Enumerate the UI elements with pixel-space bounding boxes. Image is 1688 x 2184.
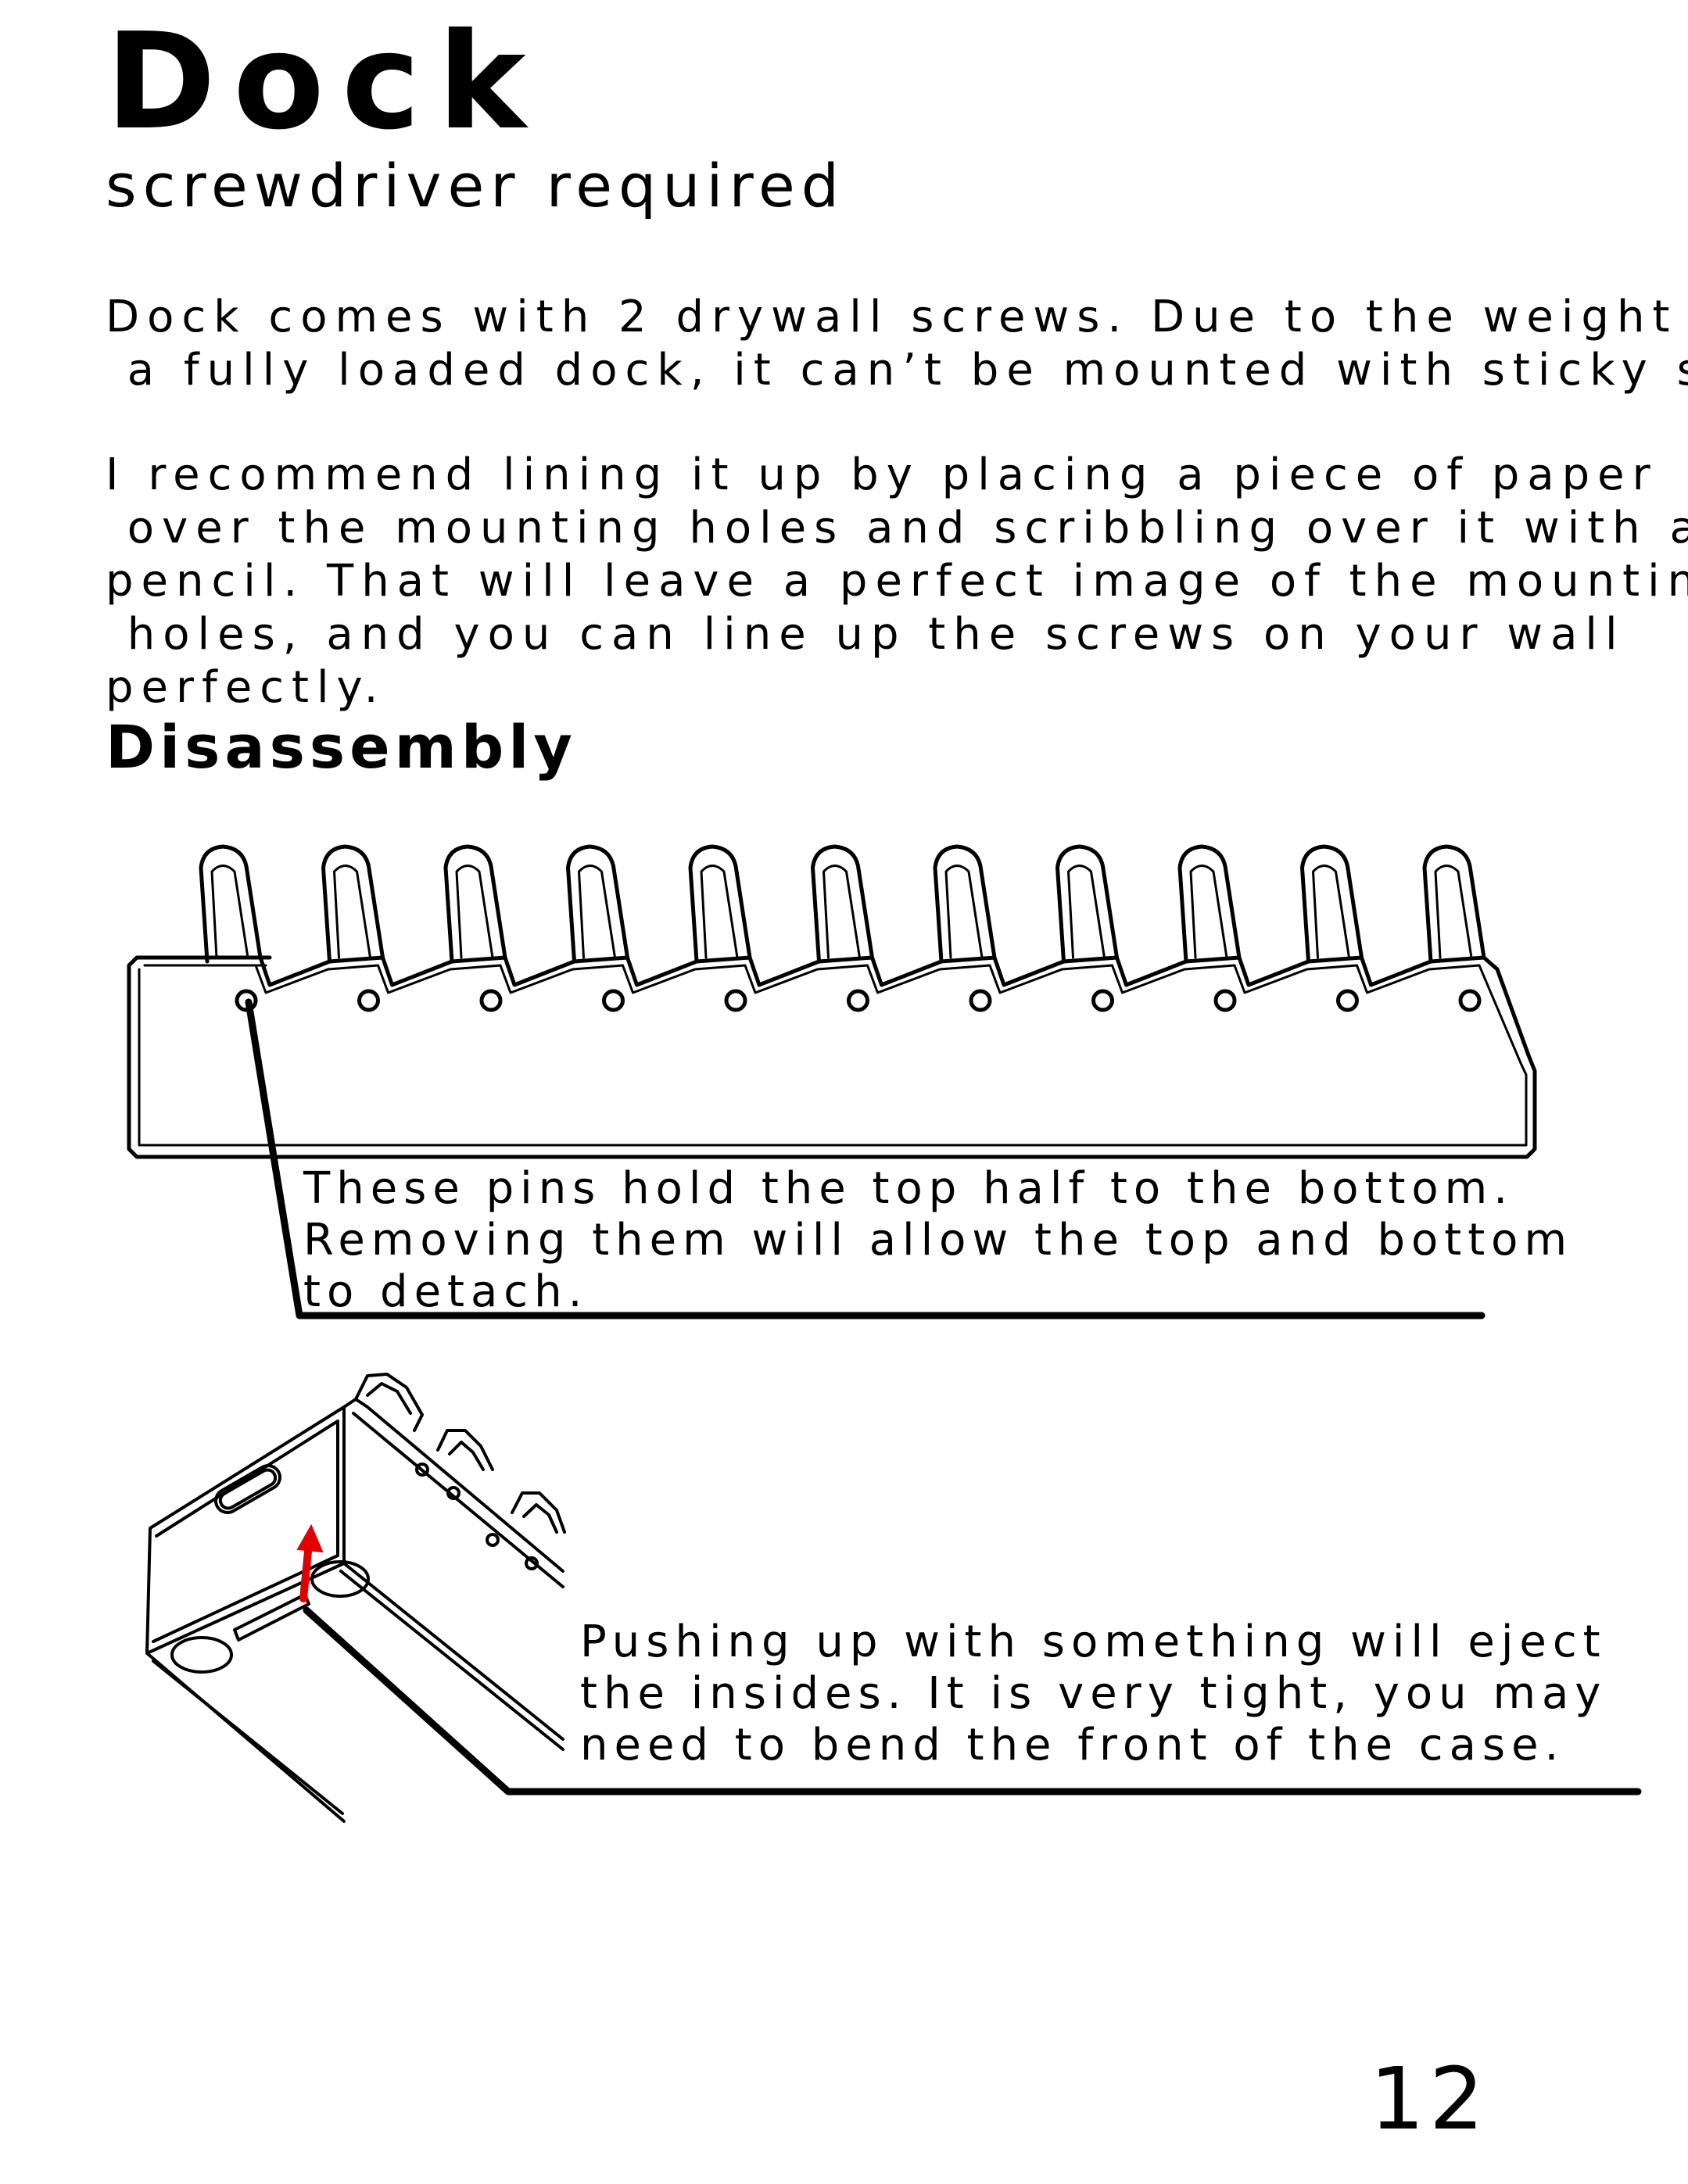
pin-hole [357, 989, 380, 1012]
pin-hole [1336, 989, 1359, 1012]
pin-hole [1458, 989, 1482, 1012]
dock-pin-inner-edge [1434, 865, 1473, 959]
dock-pin [811, 844, 874, 964]
dock-pin [1422, 844, 1486, 964]
dock-pin-inner-edge [333, 865, 371, 959]
section-heading-disassembly: Disassembly [106, 712, 577, 782]
pin-callout-leader-line [245, 998, 1486, 1319]
page-number: 12 [1370, 2049, 1489, 2149]
page-subtitle: screwdriver required [106, 151, 846, 220]
dock-pin-inner-edge [822, 865, 861, 959]
eject-callout-text: Pushing up with something will eject the… [580, 1617, 1607, 1770]
dock-pin-inner-edge [1312, 865, 1350, 959]
dock-pin [688, 844, 752, 964]
dock-side-view-figure [127, 844, 1537, 1319]
dock-pin [566, 844, 629, 964]
dock-pin [1177, 844, 1242, 964]
pin-hole [847, 989, 869, 1012]
dock-pin-inner-edge [1067, 865, 1106, 959]
pin-hole [235, 989, 258, 1012]
push-direction-arrow [296, 1523, 324, 1602]
dock-pin [321, 844, 385, 964]
pin-hole [479, 989, 503, 1012]
dock-pin [1055, 844, 1119, 964]
dock-pin-inner-edge [455, 865, 494, 959]
dock-pin [199, 844, 263, 964]
pin-hole [724, 989, 747, 1012]
pin-hole [602, 989, 625, 1012]
pin-hole [1091, 989, 1114, 1012]
dock-pin-inner-edge [944, 865, 984, 959]
dock-pin [1300, 844, 1364, 964]
dock-pin [933, 844, 997, 964]
dock-pin-inner-edge [700, 865, 739, 959]
dock-body-outline [127, 955, 1537, 1159]
dock-body-inner-outline [138, 964, 1528, 1147]
dock-pin-inner-edge [210, 865, 249, 959]
dock-pin-inner-edge [1189, 865, 1228, 959]
page-title: Dock [106, 5, 543, 159]
pin-hole [1213, 989, 1237, 1012]
intro-paragraph: Dock comes with 2 drywall screws. Due to… [106, 292, 1688, 396]
pin-hole [969, 989, 992, 1012]
pin-callout-text: These pins hold the top half to the bott… [303, 1163, 1573, 1317]
dock-pin [443, 844, 507, 964]
eject-callout-leader-line [303, 1606, 1642, 1796]
dock-pin-inner-edge [578, 865, 616, 959]
mounting-tip-paragraph: I recommend lining it up by placing a pi… [106, 449, 1688, 713]
